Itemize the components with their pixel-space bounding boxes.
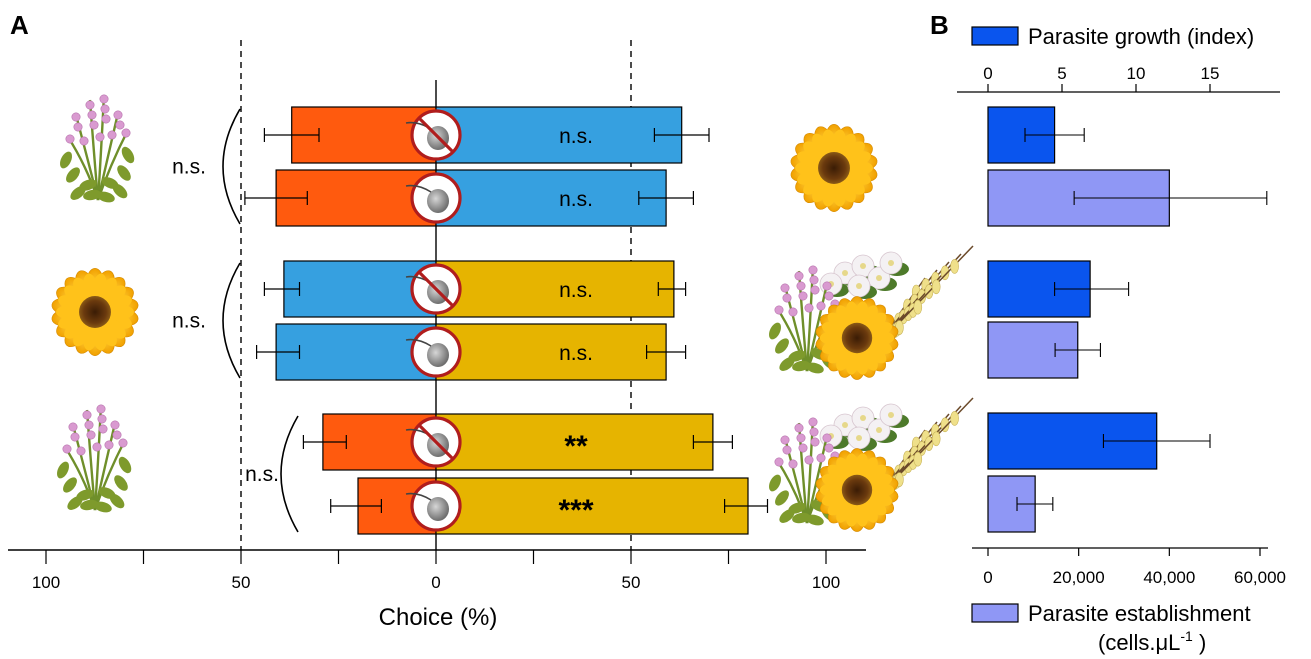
parasite-icon (405, 172, 462, 224)
top-tick-label: 0 (983, 64, 992, 83)
significance-label: ** (564, 430, 588, 463)
group-annotation: n.s. (172, 310, 206, 333)
significance-label: n.s. (559, 279, 593, 302)
legend-label-establishment-unit: (cells.μL-1 ) (1098, 628, 1206, 655)
legend-swatch-establishment (971, 603, 1019, 623)
establishment-bar (987, 475, 1036, 533)
bar-right (435, 413, 714, 471)
choice-chart: n.s.n.s.n.s.n.s.n.s.n.s.*****n.s.100 50 0 5… (8, 40, 866, 631)
x-tick-label: 50 (232, 573, 251, 592)
panel-b-label: B (930, 10, 949, 40)
group-brace (280, 415, 299, 533)
heather-icon (60, 94, 135, 203)
sunflower-icon (815, 448, 899, 532)
bar-right (435, 169, 667, 227)
parasite-inhibitor-icon (405, 416, 462, 468)
top-tick-label: 10 (1127, 64, 1146, 83)
heather-icon (57, 404, 132, 513)
x-tick-label: 100 (32, 573, 60, 592)
parasite-inhibitor-icon (405, 109, 462, 161)
sunflower-icon (51, 268, 139, 356)
bottom-tick-label: 60,000 (1234, 568, 1286, 587)
bottom-tick-label: 0 (983, 568, 992, 587)
mixed-bouquet-icon (769, 397, 974, 532)
bar-right (435, 477, 749, 535)
sunflower-icon (815, 296, 899, 380)
x-tick-label: 100 (812, 573, 840, 592)
legend-swatch-growth (971, 26, 1019, 46)
parasite-inhibitor-icon (405, 263, 462, 315)
significance-label: n.s. (559, 125, 593, 148)
group-annotation: n.s. (172, 156, 206, 179)
group-annotation: n.s. (245, 463, 279, 486)
top-tick-label: 15 (1201, 64, 1220, 83)
panel-a-label: A (10, 10, 29, 40)
group-brace (222, 108, 241, 225)
group-brace (222, 262, 241, 379)
legend-label-growth: Parasite growth (index) (1028, 24, 1254, 49)
mixed-bouquet-icon (769, 245, 974, 380)
bar-right (435, 323, 667, 381)
significance-label: *** (558, 494, 593, 527)
parasite-icon (405, 480, 462, 532)
x-axis-title: Choice (%) (379, 604, 498, 631)
bottom-tick-label: 20,000 (1053, 568, 1105, 587)
significance-label: n.s. (559, 188, 593, 211)
left-flower-icons (51, 94, 139, 513)
sunflower-icon (790, 124, 878, 212)
bar-right (435, 260, 675, 318)
bar-left (275, 323, 437, 381)
legend-label-establishment: Parasite establishment (1028, 601, 1251, 626)
top-tick-label: 5 (1057, 64, 1066, 83)
bottom-tick-label: 40,000 (1143, 568, 1195, 587)
significance-label: n.s. (559, 342, 593, 365)
parasite-icon (405, 326, 462, 378)
right-flower-icons (769, 124, 974, 532)
parasite-chart: 0 5 10 15 0 20,000 40,000 60,000 Parasite growth… (957, 24, 1286, 655)
bar-right (435, 106, 683, 164)
x-tick-label: 50 (622, 573, 641, 592)
x-tick-label: 0 (431, 573, 440, 592)
